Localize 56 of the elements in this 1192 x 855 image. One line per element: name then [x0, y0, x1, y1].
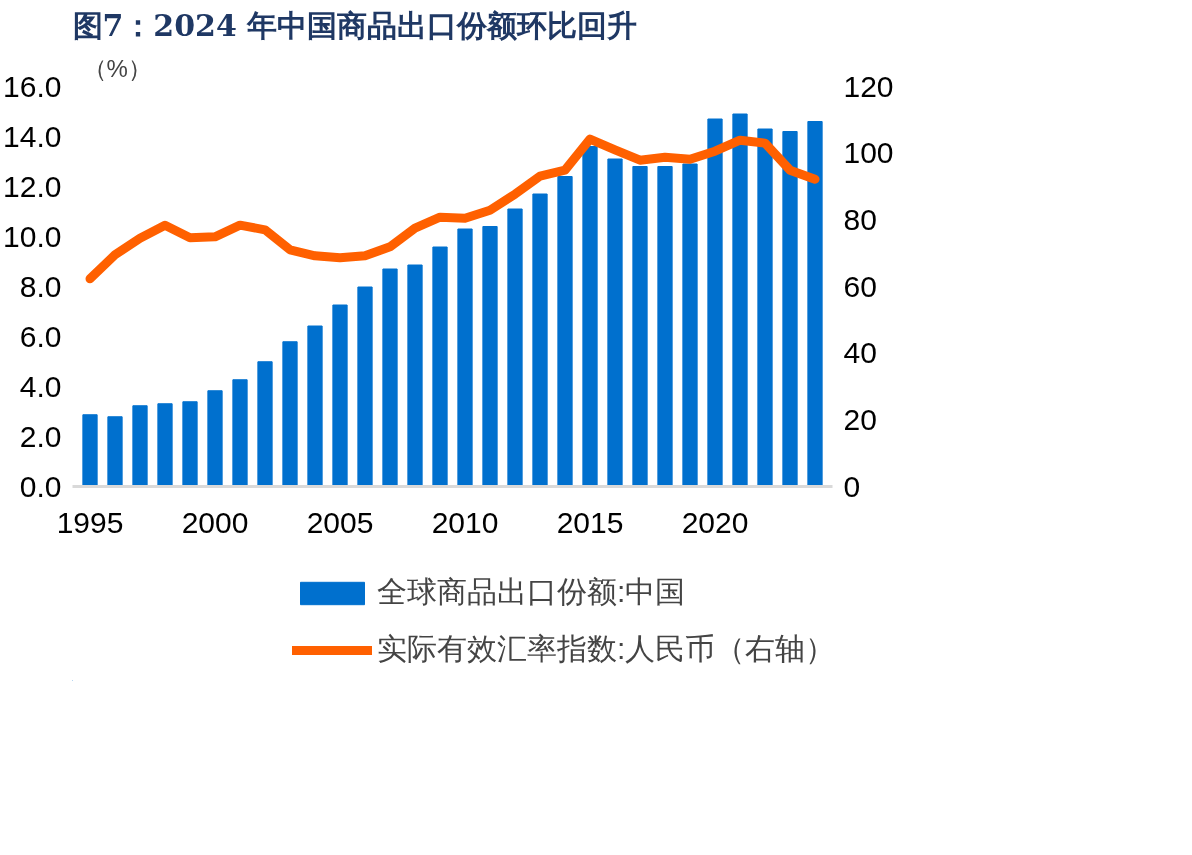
bar — [232, 379, 248, 487]
bar — [182, 401, 198, 487]
y2-tick-label: 100 — [843, 136, 894, 170]
x-tick-label: 2010 — [431, 505, 499, 539]
y2-tick-label: 80 — [843, 202, 877, 236]
x-tick-label: 2020 — [681, 505, 749, 539]
bar — [682, 163, 698, 487]
bar — [207, 390, 223, 487]
bar — [107, 416, 123, 487]
bar — [407, 264, 423, 487]
x-tick-label: 2015 — [556, 505, 624, 539]
x-tick-label: 1995 — [56, 505, 124, 539]
bar — [782, 131, 798, 487]
bar — [807, 121, 823, 487]
bar — [632, 166, 648, 487]
y-tick-label: 4.0 — [19, 369, 62, 403]
bar — [332, 304, 348, 487]
bar — [382, 268, 398, 487]
y-axis-title: （%） — [82, 54, 152, 82]
y-tick-label: 2.0 — [19, 419, 62, 453]
bar — [157, 403, 173, 487]
x-tick-label: 2000 — [181, 505, 249, 539]
bar — [707, 118, 723, 487]
y2-tick-label: 40 — [843, 336, 877, 370]
bar — [457, 228, 473, 487]
y2-tick-label: 60 — [843, 269, 877, 303]
y2-tick-label: 120 — [843, 69, 894, 103]
bar — [532, 193, 548, 487]
bar — [607, 158, 623, 487]
bar — [557, 176, 573, 487]
y2-tick-label: 20 — [843, 402, 877, 436]
bar — [507, 208, 523, 487]
bar — [432, 246, 448, 487]
y-tick-label: 14.0 — [3, 119, 62, 153]
bar — [582, 146, 598, 487]
bar — [307, 325, 323, 487]
bar — [732, 113, 748, 487]
bar — [357, 286, 373, 487]
y-tick-label: 8.0 — [19, 269, 62, 303]
y-tick-label: 10.0 — [3, 219, 62, 253]
bar — [132, 405, 148, 487]
bar — [657, 166, 673, 487]
y-tick-label: 12.0 — [3, 169, 62, 203]
bar — [282, 341, 298, 487]
x-tick-label: 2005 — [306, 505, 374, 539]
y-tick-label: 6.0 — [19, 319, 62, 353]
y2-tick-label: 0 — [843, 469, 861, 503]
y-tick-label: 16.0 — [3, 69, 62, 103]
legend-label: 全球商品出口份额:中国 — [377, 574, 686, 610]
legend-label: 实际有效汇率指数:人民币（右轴） — [377, 631, 836, 667]
chart-title: 图7：2024 年中国商品出口份额环比回升 — [72, 7, 638, 43]
bar — [82, 414, 98, 487]
y-tick-label: 0.0 — [19, 469, 62, 503]
bar — [482, 226, 498, 487]
bar — [757, 128, 773, 487]
bar — [257, 361, 273, 487]
